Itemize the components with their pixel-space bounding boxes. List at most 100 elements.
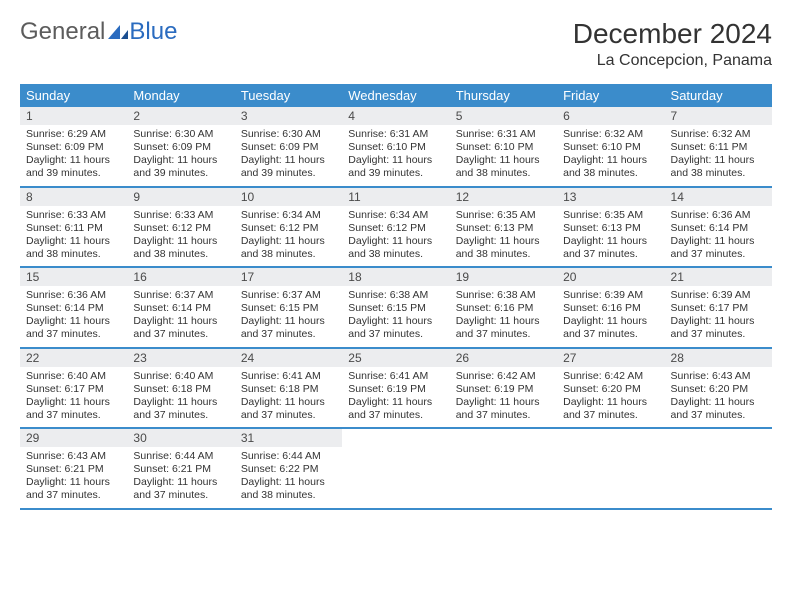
day-number: 25 xyxy=(342,349,449,367)
weekday-header-row: SundayMondayTuesdayWednesdayThursdayFrid… xyxy=(20,84,772,107)
sunrise-text: Sunrise: 6:41 AM xyxy=(241,370,336,383)
daylight-text: Daylight: 11 hours and 38 minutes. xyxy=(241,235,336,261)
title-block: December 2024 La Concepcion, Panama xyxy=(573,18,772,70)
calendar-week: 8Sunrise: 6:33 AMSunset: 6:11 PMDaylight… xyxy=(20,188,772,269)
sunset-text: Sunset: 6:12 PM xyxy=(241,222,336,235)
daylight-text: Daylight: 11 hours and 37 minutes. xyxy=(241,396,336,422)
day-details: Sunrise: 6:38 AMSunset: 6:15 PMDaylight:… xyxy=(342,286,449,347)
sunset-text: Sunset: 6:10 PM xyxy=(456,141,551,154)
day-number: 30 xyxy=(127,429,234,447)
daylight-text: Daylight: 11 hours and 38 minutes. xyxy=(133,235,228,261)
sunset-text: Sunset: 6:19 PM xyxy=(348,383,443,396)
sunset-text: Sunset: 6:21 PM xyxy=(133,463,228,476)
calendar-day: 13Sunrise: 6:35 AMSunset: 6:13 PMDayligh… xyxy=(557,188,664,267)
sunset-text: Sunset: 6:09 PM xyxy=(241,141,336,154)
calendar-day-empty xyxy=(557,429,664,508)
calendar-day: 17Sunrise: 6:37 AMSunset: 6:15 PMDayligh… xyxy=(235,268,342,347)
sunrise-text: Sunrise: 6:37 AM xyxy=(133,289,228,302)
calendar-day: 23Sunrise: 6:40 AMSunset: 6:18 PMDayligh… xyxy=(127,349,234,428)
weekday-header: Thursday xyxy=(450,84,557,107)
sunset-text: Sunset: 6:10 PM xyxy=(348,141,443,154)
sunset-text: Sunset: 6:11 PM xyxy=(671,141,766,154)
day-number: 28 xyxy=(665,349,772,367)
daylight-text: Daylight: 11 hours and 37 minutes. xyxy=(456,315,551,341)
day-details: Sunrise: 6:42 AMSunset: 6:20 PMDaylight:… xyxy=(557,367,664,428)
calendar-day-empty xyxy=(342,429,449,508)
sunset-text: Sunset: 6:21 PM xyxy=(26,463,121,476)
daylight-text: Daylight: 11 hours and 39 minutes. xyxy=(348,154,443,180)
sunset-text: Sunset: 6:20 PM xyxy=(563,383,658,396)
daylight-text: Daylight: 11 hours and 38 minutes. xyxy=(348,235,443,261)
weekday-header: Wednesday xyxy=(342,84,449,107)
daylight-text: Daylight: 11 hours and 37 minutes. xyxy=(348,396,443,422)
sunset-text: Sunset: 6:12 PM xyxy=(133,222,228,235)
sunset-text: Sunset: 6:12 PM xyxy=(348,222,443,235)
day-number: 5 xyxy=(450,107,557,125)
calendar-day: 30Sunrise: 6:44 AMSunset: 6:21 PMDayligh… xyxy=(127,429,234,508)
weekday-header: Tuesday xyxy=(235,84,342,107)
calendar-day: 16Sunrise: 6:37 AMSunset: 6:14 PMDayligh… xyxy=(127,268,234,347)
day-details: Sunrise: 6:32 AMSunset: 6:11 PMDaylight:… xyxy=(665,125,772,186)
daylight-text: Daylight: 11 hours and 38 minutes. xyxy=(563,154,658,180)
sunrise-text: Sunrise: 6:43 AM xyxy=(26,450,121,463)
calendar-day-empty xyxy=(665,429,772,508)
calendar-day: 27Sunrise: 6:42 AMSunset: 6:20 PMDayligh… xyxy=(557,349,664,428)
sunrise-text: Sunrise: 6:31 AM xyxy=(456,128,551,141)
day-details: Sunrise: 6:43 AMSunset: 6:20 PMDaylight:… xyxy=(665,367,772,428)
logo-text-general: General xyxy=(20,18,105,46)
day-details: Sunrise: 6:37 AMSunset: 6:15 PMDaylight:… xyxy=(235,286,342,347)
sunset-text: Sunset: 6:14 PM xyxy=(133,302,228,315)
calendar-day: 24Sunrise: 6:41 AMSunset: 6:18 PMDayligh… xyxy=(235,349,342,428)
sunset-text: Sunset: 6:10 PM xyxy=(563,141,658,154)
calendar-day: 31Sunrise: 6:44 AMSunset: 6:22 PMDayligh… xyxy=(235,429,342,508)
calendar-week: 15Sunrise: 6:36 AMSunset: 6:14 PMDayligh… xyxy=(20,268,772,349)
sunrise-text: Sunrise: 6:42 AM xyxy=(563,370,658,383)
day-number: 2 xyxy=(127,107,234,125)
calendar-day: 22Sunrise: 6:40 AMSunset: 6:17 PMDayligh… xyxy=(20,349,127,428)
daylight-text: Daylight: 11 hours and 39 minutes. xyxy=(26,154,121,180)
day-number: 13 xyxy=(557,188,664,206)
sunrise-text: Sunrise: 6:33 AM xyxy=(26,209,121,222)
day-details: Sunrise: 6:35 AMSunset: 6:13 PMDaylight:… xyxy=(557,206,664,267)
sunrise-text: Sunrise: 6:44 AM xyxy=(241,450,336,463)
calendar-day: 28Sunrise: 6:43 AMSunset: 6:20 PMDayligh… xyxy=(665,349,772,428)
day-details: Sunrise: 6:32 AMSunset: 6:10 PMDaylight:… xyxy=(557,125,664,186)
sunrise-text: Sunrise: 6:40 AM xyxy=(26,370,121,383)
sunset-text: Sunset: 6:13 PM xyxy=(563,222,658,235)
daylight-text: Daylight: 11 hours and 38 minutes. xyxy=(671,154,766,180)
sunrise-text: Sunrise: 6:39 AM xyxy=(563,289,658,302)
calendar-day: 26Sunrise: 6:42 AMSunset: 6:19 PMDayligh… xyxy=(450,349,557,428)
day-number: 11 xyxy=(342,188,449,206)
logo-text-blue: Blue xyxy=(129,18,177,46)
sunset-text: Sunset: 6:16 PM xyxy=(563,302,658,315)
sunrise-text: Sunrise: 6:32 AM xyxy=(671,128,766,141)
day-details: Sunrise: 6:38 AMSunset: 6:16 PMDaylight:… xyxy=(450,286,557,347)
day-details: Sunrise: 6:39 AMSunset: 6:17 PMDaylight:… xyxy=(665,286,772,347)
calendar-day: 19Sunrise: 6:38 AMSunset: 6:16 PMDayligh… xyxy=(450,268,557,347)
sunrise-text: Sunrise: 6:44 AM xyxy=(133,450,228,463)
day-details: Sunrise: 6:42 AMSunset: 6:19 PMDaylight:… xyxy=(450,367,557,428)
sunrise-text: Sunrise: 6:38 AM xyxy=(348,289,443,302)
daylight-text: Daylight: 11 hours and 39 minutes. xyxy=(241,154,336,180)
daylight-text: Daylight: 11 hours and 38 minutes. xyxy=(456,154,551,180)
day-number: 10 xyxy=(235,188,342,206)
sunrise-text: Sunrise: 6:32 AM xyxy=(563,128,658,141)
weekday-header: Friday xyxy=(557,84,664,107)
day-details: Sunrise: 6:34 AMSunset: 6:12 PMDaylight:… xyxy=(235,206,342,267)
sunrise-text: Sunrise: 6:30 AM xyxy=(241,128,336,141)
calendar-day: 11Sunrise: 6:34 AMSunset: 6:12 PMDayligh… xyxy=(342,188,449,267)
day-number: 27 xyxy=(557,349,664,367)
day-details: Sunrise: 6:36 AMSunset: 6:14 PMDaylight:… xyxy=(665,206,772,267)
calendar-week: 29Sunrise: 6:43 AMSunset: 6:21 PMDayligh… xyxy=(20,429,772,510)
day-details: Sunrise: 6:44 AMSunset: 6:22 PMDaylight:… xyxy=(235,447,342,508)
daylight-text: Daylight: 11 hours and 38 minutes. xyxy=(241,476,336,502)
sunrise-text: Sunrise: 6:31 AM xyxy=(348,128,443,141)
calendar-day: 9Sunrise: 6:33 AMSunset: 6:12 PMDaylight… xyxy=(127,188,234,267)
location-label: La Concepcion, Panama xyxy=(573,52,772,70)
daylight-text: Daylight: 11 hours and 37 minutes. xyxy=(133,396,228,422)
day-details: Sunrise: 6:41 AMSunset: 6:19 PMDaylight:… xyxy=(342,367,449,428)
day-details: Sunrise: 6:31 AMSunset: 6:10 PMDaylight:… xyxy=(450,125,557,186)
sunrise-text: Sunrise: 6:41 AM xyxy=(348,370,443,383)
day-number: 8 xyxy=(20,188,127,206)
day-details: Sunrise: 6:34 AMSunset: 6:12 PMDaylight:… xyxy=(342,206,449,267)
